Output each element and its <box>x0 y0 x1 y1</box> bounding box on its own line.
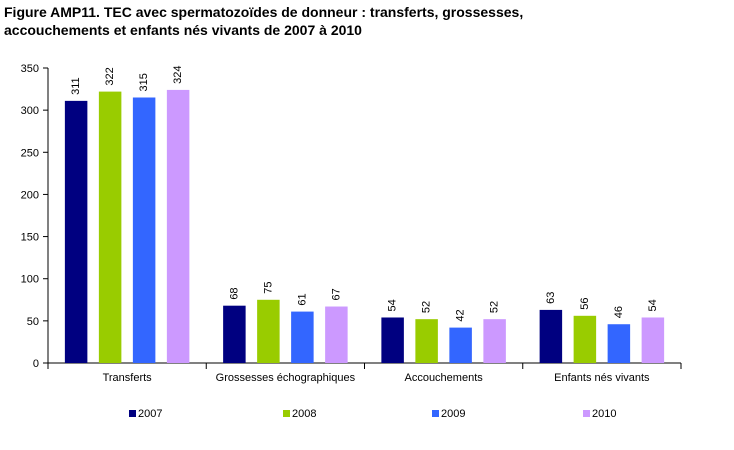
x-tick-label: Transferts <box>103 372 153 384</box>
bar <box>641 317 665 363</box>
data-label: 52 <box>421 301 433 313</box>
x-tick-label: Enfants nés vivants <box>554 372 650 384</box>
bar <box>291 311 314 363</box>
legend-swatch <box>129 410 136 417</box>
bar <box>415 319 438 363</box>
data-label: 63 <box>545 292 557 304</box>
data-label: 68 <box>228 287 240 299</box>
bar <box>166 89 190 364</box>
legend-swatch <box>432 410 439 417</box>
bar <box>64 100 88 363</box>
data-label: 311 <box>70 77 82 95</box>
data-label: 324 <box>172 66 184 84</box>
data-labels: 311 322 315 324 68 75 61 67 54 52 42 52 63 56 46 54 <box>70 66 659 322</box>
bar <box>573 315 597 363</box>
legend-label: 2007 <box>138 408 162 420</box>
bar <box>132 97 156 363</box>
data-label: 315 <box>138 73 150 91</box>
y-tick-label: 350 <box>21 63 39 75</box>
bars <box>64 89 665 364</box>
y-tick-label: 0 <box>33 358 39 370</box>
y-tick-label: 200 <box>21 189 39 201</box>
bar <box>607 324 631 363</box>
bar <box>381 317 404 363</box>
data-label: 75 <box>262 282 274 294</box>
data-label: 52 <box>489 301 501 313</box>
bar <box>449 327 472 363</box>
data-label: 322 <box>104 67 116 85</box>
data-label: 61 <box>296 293 308 305</box>
legend-label: 2008 <box>292 408 316 420</box>
data-label: 42 <box>455 309 467 321</box>
bar <box>483 319 506 363</box>
legend-label: 2010 <box>592 408 616 420</box>
bar <box>98 91 122 363</box>
data-label: 54 <box>387 299 399 311</box>
y-tick-label: 150 <box>21 232 39 244</box>
legend: 2007 2008 2009 2010 <box>129 408 616 420</box>
data-label: 67 <box>330 288 342 300</box>
chart-title-line-2: accouchements et enfants nés vivants de … <box>4 22 362 38</box>
legend-label: 2009 <box>441 408 465 420</box>
y-tick-label: 50 <box>27 316 39 328</box>
chart-title: Figure AMP11. TEC avec spermatozoïdes de… <box>4 3 724 39</box>
data-label: 56 <box>579 298 591 310</box>
chart-title-line-1: Figure AMP11. TEC avec spermatozoïdes de… <box>4 4 524 20</box>
data-label: 46 <box>613 306 625 318</box>
bar <box>223 305 246 363</box>
y-tick-label: 250 <box>21 147 39 159</box>
x-tick-label: Grossesses échographiques <box>216 372 356 384</box>
bar <box>325 306 348 363</box>
x-tick-label: Accouchements <box>404 372 483 384</box>
data-label: 54 <box>647 299 659 311</box>
legend-swatch <box>283 410 290 417</box>
y-tick-label: 300 <box>21 105 39 117</box>
bar <box>539 309 563 363</box>
legend-swatch <box>583 410 590 417</box>
y-tick-label: 100 <box>21 274 39 286</box>
bar <box>257 299 280 363</box>
